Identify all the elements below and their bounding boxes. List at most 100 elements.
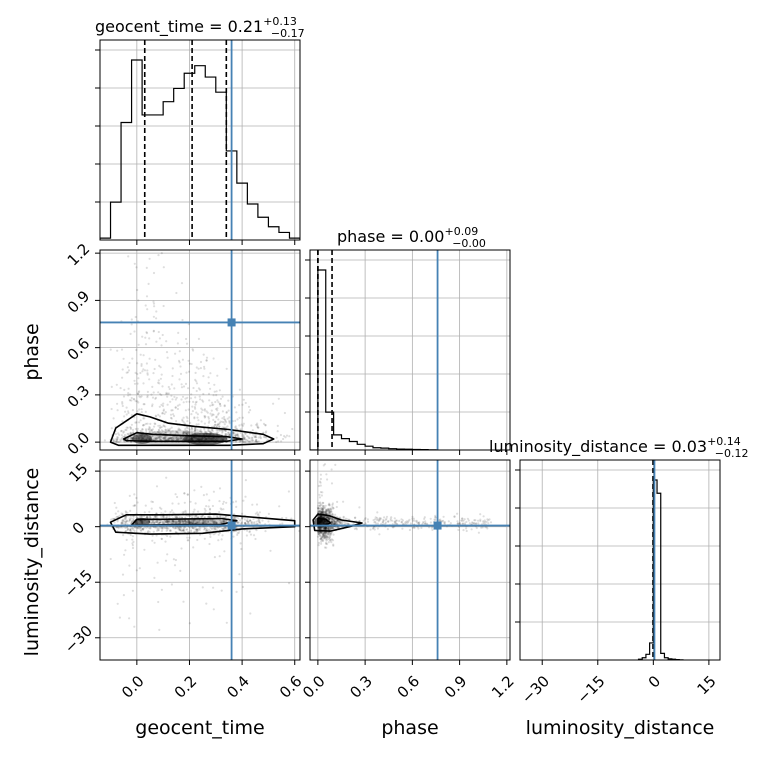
scatter-geocent_time-luminosity_distance-point	[205, 602, 208, 605]
scatter-geocent_time-luminosity_distance-point	[196, 521, 199, 524]
scatter-geocent_time-phase-point	[179, 437, 182, 440]
scatter-geocent_time-luminosity_distance-point	[126, 529, 129, 532]
scatter-phase-luminosity_distance-point	[408, 518, 411, 521]
scatter-phase-luminosity_distance-point	[483, 522, 486, 525]
scatter-geocent_time-phase-point	[148, 257, 151, 260]
scatter-geocent_time-phase-point	[162, 304, 165, 308]
scatter-geocent_time-phase-point	[148, 430, 151, 433]
scatter-geocent_time-phase-point	[223, 426, 226, 429]
scatter-geocent_time-luminosity_distance-point	[206, 529, 209, 533]
scatter-geocent_time-luminosity_distance-point	[174, 515, 177, 519]
scatter-phase-luminosity_distance-point	[324, 526, 327, 529]
scatter-geocent_time-luminosity_distance-point	[133, 504, 136, 507]
scatter-phase-luminosity_distance-point	[317, 511, 320, 514]
scatter-geocent_time-luminosity_distance-point	[218, 555, 221, 558]
scatter-geocent_time-luminosity_distance-point	[121, 513, 124, 516]
scatter-phase-luminosity_distance-point	[319, 506, 322, 509]
scatter-geocent_time-phase-point	[160, 393, 163, 397]
scatter-geocent_time-luminosity_distance-point	[209, 535, 212, 539]
scatter-geocent_time-luminosity_distance-point	[172, 526, 175, 529]
scatter-phase-luminosity_distance-point	[429, 517, 432, 520]
scatter-geocent_time-luminosity_distance-point	[188, 622, 191, 625]
scatter-geocent_time-phase-point	[155, 436, 159, 440]
scatter-geocent_time-luminosity_distance-point	[122, 534, 125, 537]
scatter-geocent_time-phase-point	[116, 349, 119, 352]
scatter-geocent_time-phase-point	[198, 388, 202, 391]
scatter-phase-luminosity_distance-point	[327, 518, 330, 521]
scatter-geocent_time-phase-point	[152, 300, 155, 303]
scatter-phase-luminosity_distance-point	[482, 520, 485, 523]
scatter-phase-luminosity_distance-point	[484, 526, 487, 529]
scatter-geocent_time-phase-point	[130, 436, 133, 439]
scatter-phase-luminosity_distance-point	[462, 529, 465, 532]
scatter-geocent_time-phase-point	[221, 410, 224, 413]
scatter-geocent_time-phase-point	[241, 416, 244, 419]
scatter-geocent_time-phase-point	[139, 396, 142, 399]
scatter-phase-luminosity_distance-point	[320, 538, 323, 541]
scatter-phase-luminosity_distance-point	[322, 531, 325, 534]
scatter-geocent_time-luminosity_distance-point	[224, 526, 227, 529]
scatter-phase-luminosity_distance-point	[324, 535, 327, 538]
scatter-phase-luminosity_distance-point	[392, 526, 395, 529]
scatter-phase-luminosity_distance-point	[324, 536, 327, 539]
scatter-geocent_time-luminosity_distance-point	[196, 516, 199, 519]
scatter-geocent_time-phase-point	[176, 435, 179, 438]
hist-luminosity_distance-step	[637, 479, 684, 660]
scatter-phase-luminosity_distance-point	[377, 518, 380, 521]
scatter-geocent_time-luminosity_distance-point	[254, 512, 257, 515]
scatter-geocent_time-luminosity_distance-point	[136, 526, 139, 529]
scatter-geocent_time-luminosity_distance-point	[191, 526, 194, 530]
scatter-phase-luminosity_distance-point	[334, 521, 337, 524]
scatter-geocent_time-phase-point	[159, 392, 162, 396]
scatter-geocent_time-phase-point	[151, 403, 154, 406]
scatter-geocent_time-phase-point	[187, 370, 191, 373]
scatter-phase-luminosity_distance-point	[323, 536, 326, 539]
scatter-geocent_time-luminosity_distance-point	[172, 558, 175, 561]
scatter-phase-luminosity_distance-point	[317, 504, 320, 507]
scatter-phase-luminosity_distance-point	[363, 518, 367, 521]
scatter-geocent_time-luminosity_distance-point	[207, 516, 210, 519]
scatter-phase-luminosity_distance-point	[330, 519, 333, 522]
scatter-geocent_time-phase-point	[112, 438, 115, 441]
scatter-geocent_time-luminosity_distance-point	[132, 517, 135, 520]
scatter-geocent_time-phase-point	[157, 430, 160, 434]
scatter-geocent_time-phase-point	[142, 424, 145, 427]
scatter-geocent_time-phase-point	[234, 426, 237, 429]
scatter-geocent_time-luminosity_distance-point	[236, 533, 239, 537]
scatter-phase-luminosity_distance-point	[472, 522, 475, 525]
scatter-geocent_time-luminosity_distance-point	[213, 519, 216, 523]
scatter-phase-luminosity_distance-point	[322, 501, 325, 505]
scatter-phase-luminosity_distance-point	[325, 527, 328, 530]
scatter-geocent_time-phase-point	[114, 440, 118, 443]
scatter-phase-luminosity_distance-point	[326, 536, 330, 539]
scatter-geocent_time-luminosity_distance-point	[146, 531, 149, 534]
scatter-geocent_time-luminosity_distance-point	[170, 522, 173, 525]
scatter-geocent_time-luminosity_distance-point	[146, 515, 149, 519]
scatter-geocent_time-phase-point	[195, 389, 198, 393]
scatter-geocent_time-phase-point	[175, 420, 178, 423]
scatter-geocent_time-phase-point	[180, 398, 183, 401]
x-geocent-xtick-label-1: 0.2	[171, 672, 201, 702]
scatter-geocent_time-phase-point	[209, 387, 212, 390]
scatter-geocent_time-phase-point	[146, 308, 149, 311]
scatter-geocent_time-phase-point	[138, 421, 141, 424]
scatter-phase-luminosity_distance-point	[329, 511, 332, 514]
scatter-geocent_time-luminosity_distance-point	[213, 556, 216, 559]
scatter-geocent_time-phase-point	[134, 315, 137, 319]
scatter-geocent_time-phase-point	[234, 440, 238, 443]
scatter-geocent_time-luminosity_distance-point	[238, 573, 241, 576]
scatter-geocent_time-luminosity_distance-point	[176, 495, 179, 499]
scatter-geocent_time-luminosity_distance-point	[212, 521, 215, 524]
scatter-geocent_time-phase-point	[129, 393, 132, 396]
scatter-geocent_time-phase-point	[152, 330, 155, 333]
scatter-geocent_time-luminosity_distance-point	[240, 526, 243, 529]
scatter-geocent_time-phase-point	[186, 432, 189, 435]
scatter-geocent_time-luminosity_distance-point	[177, 519, 180, 523]
scatter-geocent_time-phase-point	[182, 431, 185, 434]
scatter-phase-luminosity_distance-point	[328, 528, 331, 531]
scatter-phase-luminosity_distance-point	[330, 482, 334, 485]
scatter-geocent_time-phase-point	[238, 424, 241, 427]
scatter-geocent_time-phase-point	[137, 391, 140, 394]
scatter-phase-luminosity_distance-point	[328, 517, 331, 521]
scatter-phase-luminosity_distance-point	[333, 522, 336, 525]
